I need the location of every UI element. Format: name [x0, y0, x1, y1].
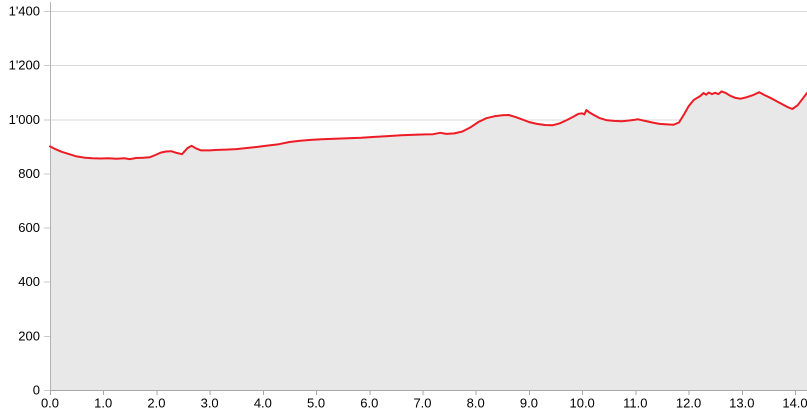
y-tick-label: 400: [18, 274, 40, 289]
x-tick-label: 6.0: [360, 396, 378, 411]
x-tick-label: 1.0: [94, 396, 112, 411]
x-tick-label: 2.0: [147, 396, 165, 411]
x-tick-label: 5.0: [307, 396, 325, 411]
y-tick-label: 1'200: [9, 58, 40, 73]
x-tick-label: 10.0: [569, 396, 594, 411]
x-tick-label: 0.0: [41, 396, 59, 411]
x-tick-label: 7.0: [413, 396, 431, 411]
x-tick-label: 13.0: [729, 396, 754, 411]
x-tick-label: 11.0: [623, 396, 647, 411]
elevation-area: [50, 91, 807, 390]
y-tick-label: 0: [33, 383, 40, 398]
elevation-line: [49, 90, 807, 161]
x-tick-label: 3.0: [201, 396, 219, 411]
y-tick-label: 200: [18, 328, 40, 343]
x-tick-label: 8.0: [467, 396, 485, 411]
x-tick-label: 12.0: [676, 396, 701, 411]
x-tick-label: 9.0: [520, 396, 538, 411]
y-tick-label: 600: [18, 220, 40, 235]
y-tick-label: 1'400: [9, 4, 40, 19]
x-tick-label: 14.0: [782, 396, 807, 411]
x-tick-label: 4.0: [254, 396, 272, 411]
y-tick-label: 800: [18, 166, 40, 181]
y-tick-label: 1'000: [9, 112, 40, 127]
